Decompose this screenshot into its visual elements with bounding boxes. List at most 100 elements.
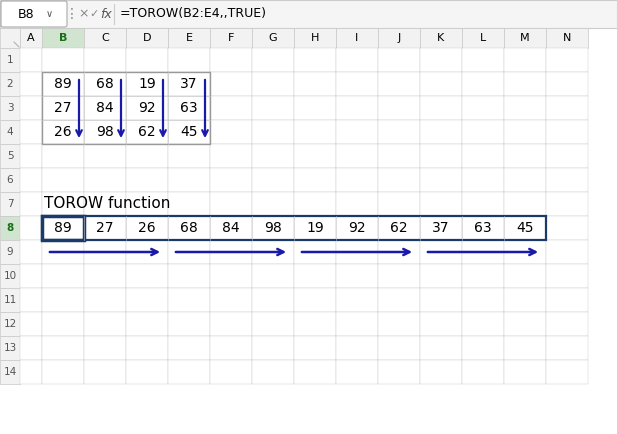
FancyBboxPatch shape [504, 312, 546, 336]
FancyBboxPatch shape [420, 28, 462, 48]
FancyBboxPatch shape [504, 288, 546, 312]
FancyBboxPatch shape [84, 192, 126, 216]
FancyBboxPatch shape [84, 28, 126, 48]
FancyBboxPatch shape [294, 216, 336, 240]
Text: TOROW function: TOROW function [44, 197, 170, 211]
FancyBboxPatch shape [20, 192, 42, 216]
FancyBboxPatch shape [546, 264, 588, 288]
FancyBboxPatch shape [42, 360, 84, 384]
FancyBboxPatch shape [546, 360, 588, 384]
Text: 2: 2 [7, 79, 14, 89]
FancyBboxPatch shape [20, 72, 42, 96]
FancyBboxPatch shape [210, 168, 252, 192]
FancyBboxPatch shape [420, 264, 462, 288]
FancyBboxPatch shape [0, 288, 20, 312]
Text: K: K [437, 33, 445, 43]
FancyBboxPatch shape [168, 216, 210, 240]
FancyBboxPatch shape [168, 360, 210, 384]
FancyBboxPatch shape [252, 28, 294, 48]
FancyBboxPatch shape [20, 120, 42, 144]
FancyBboxPatch shape [462, 336, 504, 360]
FancyBboxPatch shape [168, 120, 210, 144]
FancyBboxPatch shape [336, 168, 378, 192]
FancyBboxPatch shape [210, 216, 252, 240]
FancyBboxPatch shape [546, 48, 588, 72]
FancyBboxPatch shape [462, 216, 504, 240]
FancyBboxPatch shape [84, 264, 126, 288]
FancyBboxPatch shape [252, 312, 294, 336]
Text: C: C [101, 33, 109, 43]
Text: 27: 27 [54, 101, 72, 115]
FancyBboxPatch shape [42, 312, 84, 336]
FancyBboxPatch shape [126, 288, 168, 312]
FancyBboxPatch shape [378, 288, 420, 312]
FancyBboxPatch shape [378, 336, 420, 360]
FancyBboxPatch shape [210, 288, 252, 312]
FancyBboxPatch shape [126, 48, 168, 72]
FancyBboxPatch shape [20, 288, 42, 312]
FancyBboxPatch shape [420, 96, 462, 120]
Text: I: I [355, 33, 358, 43]
FancyBboxPatch shape [20, 48, 42, 72]
Text: D: D [143, 33, 151, 43]
FancyBboxPatch shape [20, 360, 42, 384]
FancyBboxPatch shape [210, 192, 252, 216]
FancyBboxPatch shape [252, 144, 294, 168]
FancyBboxPatch shape [126, 216, 168, 240]
FancyBboxPatch shape [168, 168, 210, 192]
FancyBboxPatch shape [0, 240, 20, 264]
FancyBboxPatch shape [336, 312, 378, 336]
FancyBboxPatch shape [294, 120, 336, 144]
Text: E: E [186, 33, 193, 43]
FancyBboxPatch shape [210, 48, 252, 72]
FancyBboxPatch shape [84, 120, 126, 144]
Text: 84: 84 [96, 101, 114, 115]
FancyBboxPatch shape [294, 144, 336, 168]
FancyBboxPatch shape [420, 216, 462, 240]
Text: 92: 92 [348, 221, 366, 235]
FancyBboxPatch shape [294, 240, 336, 264]
Text: 62: 62 [138, 125, 156, 139]
Text: 45: 45 [516, 221, 534, 235]
FancyBboxPatch shape [168, 28, 210, 48]
FancyBboxPatch shape [0, 264, 20, 288]
FancyBboxPatch shape [336, 288, 378, 312]
FancyBboxPatch shape [462, 168, 504, 192]
FancyBboxPatch shape [210, 264, 252, 288]
Text: 98: 98 [264, 221, 282, 235]
FancyBboxPatch shape [168, 240, 210, 264]
FancyBboxPatch shape [378, 28, 420, 48]
Text: 26: 26 [54, 125, 72, 139]
FancyBboxPatch shape [252, 120, 294, 144]
FancyBboxPatch shape [84, 240, 126, 264]
Text: J: J [397, 33, 400, 43]
FancyBboxPatch shape [294, 312, 336, 336]
FancyBboxPatch shape [336, 48, 378, 72]
FancyBboxPatch shape [0, 96, 20, 120]
FancyBboxPatch shape [84, 48, 126, 72]
FancyBboxPatch shape [546, 192, 588, 216]
FancyBboxPatch shape [126, 336, 168, 360]
FancyBboxPatch shape [168, 288, 210, 312]
FancyBboxPatch shape [504, 120, 546, 144]
FancyBboxPatch shape [252, 240, 294, 264]
FancyBboxPatch shape [294, 336, 336, 360]
Text: B: B [59, 33, 67, 43]
FancyBboxPatch shape [20, 216, 42, 240]
FancyBboxPatch shape [168, 96, 210, 120]
FancyBboxPatch shape [546, 28, 588, 48]
Text: 3: 3 [7, 103, 14, 113]
Text: 7: 7 [7, 199, 14, 209]
FancyBboxPatch shape [20, 144, 42, 168]
FancyBboxPatch shape [210, 144, 252, 168]
FancyBboxPatch shape [378, 120, 420, 144]
FancyBboxPatch shape [126, 96, 168, 120]
FancyBboxPatch shape [20, 336, 42, 360]
FancyBboxPatch shape [126, 120, 168, 144]
Text: 45: 45 [180, 125, 198, 139]
FancyBboxPatch shape [0, 192, 20, 216]
FancyBboxPatch shape [210, 120, 252, 144]
FancyBboxPatch shape [378, 240, 420, 264]
Text: 11: 11 [3, 295, 17, 305]
FancyBboxPatch shape [252, 288, 294, 312]
